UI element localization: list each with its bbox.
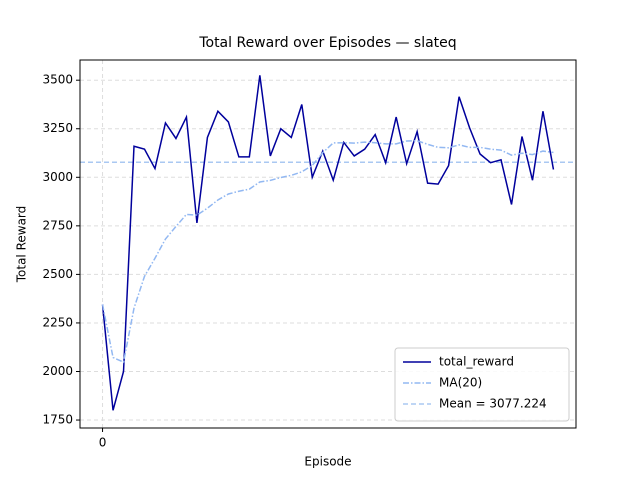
y-tick-label: 3000: [42, 170, 73, 184]
y-axis-label: Total Reward: [15, 206, 29, 284]
series-line: [101, 140, 554, 364]
plot-frame: [79, 59, 577, 429]
series-line: [101, 75, 555, 411]
x-axis-label: Episode: [304, 455, 351, 469]
legend-label: Mean = 3077.224: [439, 397, 547, 411]
chart-title: Total Reward over Episodes — slateq: [198, 35, 456, 51]
y-tick-label: 2750: [42, 218, 73, 232]
y-tick-label: 3250: [42, 121, 73, 135]
y-tick-label: 3500: [42, 73, 73, 87]
y-tick-label: 1750: [42, 413, 73, 427]
y-tick-label: 2250: [42, 315, 73, 329]
y-tick-label: 2000: [42, 364, 73, 378]
legend-label: MA(20): [439, 376, 482, 390]
x-tick-label: 0: [99, 436, 107, 450]
legend-box: [394, 347, 570, 422]
y-tick-label: 2500: [42, 267, 73, 281]
legend-label: total_reward: [439, 355, 514, 369]
